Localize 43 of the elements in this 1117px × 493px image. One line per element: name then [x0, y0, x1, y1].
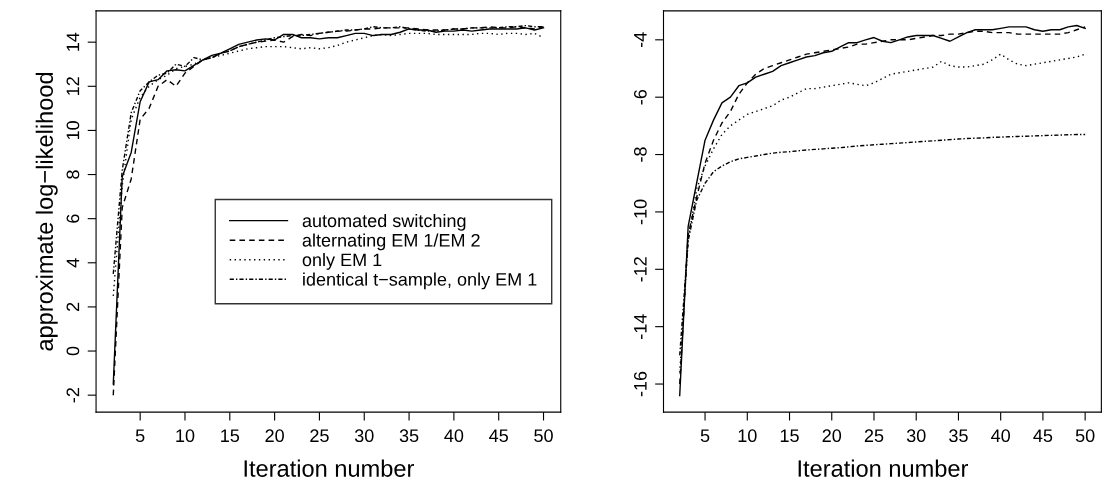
y-tick-label: 14	[66, 32, 80, 51]
x-tick-label: 10	[176, 429, 195, 443]
x-tick-label: 35	[399, 429, 419, 443]
x-tick-label: 35	[949, 429, 968, 443]
x-axis-title: Iteration number	[244, 459, 414, 477]
x-axis-title: Iteration number	[798, 459, 969, 477]
x-tick-label: 5	[135, 429, 145, 443]
x-tick-label: 30	[906, 429, 926, 443]
y-tick-label: -14	[634, 314, 647, 339]
y-tick-label: -10	[633, 199, 647, 225]
legend-label: identical t−sample, only EM 1	[303, 272, 537, 290]
x-tick-label: 20	[265, 429, 284, 443]
y-tick-label: 10	[66, 121, 80, 140]
x-tick-label: 50	[534, 429, 553, 443]
x-tick-label: 15	[780, 429, 799, 443]
x-tick-label: 40	[444, 429, 464, 443]
y-axis-title: approximate log−likelihood	[35, 72, 58, 351]
x-tick-label: 15	[221, 429, 240, 443]
x-tick-label: 25	[864, 429, 884, 443]
y-tick-label: -16	[633, 371, 647, 397]
x-tick-label: 25	[310, 429, 329, 443]
x-tick-label: 10	[738, 429, 757, 443]
x-tick-label: 5	[700, 429, 710, 443]
x-tick-label: 20	[822, 429, 842, 443]
x-tick-label: 40	[991, 429, 1011, 443]
y-tick-label: 4	[66, 258, 80, 268]
y-tick-label: 0	[66, 346, 80, 356]
y-tick-label: -6	[633, 89, 647, 105]
x-tick-label: 45	[1033, 429, 1053, 443]
x-tick-label: 30	[354, 429, 374, 443]
y-tick-label: 6	[66, 214, 80, 223]
x-tick-label: 50	[1075, 429, 1095, 443]
x-tick-label: 45	[489, 429, 508, 443]
legend-label: only EM 1	[302, 252, 382, 270]
y-tick-label: -2	[66, 388, 80, 403]
y-tick-label: 8	[66, 170, 80, 179]
y-tick-label: 2	[66, 302, 80, 312]
y-tick-label: -12	[633, 257, 647, 282]
y-tick-label: 12	[66, 77, 80, 95]
legend-label: automated switching	[302, 213, 466, 231]
legend-label: alternating EM 1/EM 2	[302, 233, 480, 251]
y-tick-label: -4	[634, 32, 647, 48]
y-tick-label: -8	[633, 147, 647, 162]
